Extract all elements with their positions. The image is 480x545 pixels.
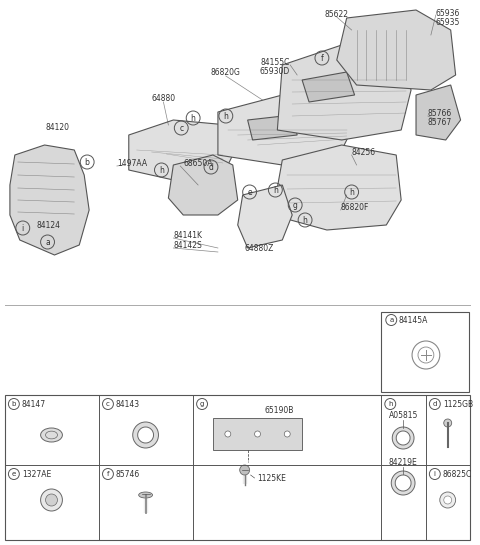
- Polygon shape: [238, 185, 292, 248]
- Text: 65930D: 65930D: [260, 66, 290, 76]
- Circle shape: [444, 419, 452, 427]
- Text: 65190B: 65190B: [264, 406, 294, 415]
- Text: 86820F: 86820F: [341, 203, 369, 211]
- Text: b: b: [85, 158, 90, 167]
- Ellipse shape: [139, 492, 153, 498]
- Circle shape: [284, 431, 290, 437]
- Text: g: g: [293, 201, 298, 209]
- Text: 84142S: 84142S: [173, 240, 202, 250]
- Text: 1497AA: 1497AA: [117, 159, 147, 167]
- Text: f: f: [107, 471, 109, 477]
- Text: 84155C: 84155C: [261, 58, 290, 66]
- Text: g: g: [200, 401, 204, 407]
- Text: f: f: [321, 53, 324, 63]
- Text: e: e: [247, 187, 252, 197]
- Text: 84256: 84256: [352, 148, 376, 156]
- Text: h: h: [303, 215, 308, 225]
- Polygon shape: [218, 95, 352, 165]
- Text: b: b: [12, 401, 16, 407]
- Polygon shape: [129, 120, 233, 180]
- Polygon shape: [10, 145, 89, 255]
- Circle shape: [41, 489, 62, 511]
- Text: A05815: A05815: [388, 410, 418, 420]
- Text: 86825C: 86825C: [443, 469, 472, 479]
- Circle shape: [46, 494, 58, 506]
- Text: 85622: 85622: [325, 9, 349, 19]
- Text: h: h: [273, 185, 278, 195]
- Text: 64880: 64880: [151, 94, 176, 102]
- Circle shape: [240, 465, 250, 475]
- Text: 1125GB: 1125GB: [443, 399, 473, 409]
- Text: h: h: [349, 187, 354, 197]
- Text: 68650A: 68650A: [183, 159, 213, 167]
- Text: 84147: 84147: [22, 399, 46, 409]
- Text: c: c: [179, 124, 183, 132]
- Ellipse shape: [41, 428, 62, 442]
- Text: a: a: [389, 317, 394, 323]
- Circle shape: [444, 496, 452, 504]
- Polygon shape: [416, 85, 461, 140]
- Bar: [5, 395, 470, 540]
- Text: 84145A: 84145A: [398, 316, 428, 324]
- Text: e: e: [12, 471, 16, 477]
- Text: a: a: [45, 238, 50, 246]
- Text: i: i: [22, 223, 24, 233]
- Text: h: h: [159, 166, 164, 174]
- Text: 84120: 84120: [46, 123, 70, 131]
- Text: 84219E: 84219E: [389, 457, 418, 467]
- Text: i: i: [434, 471, 436, 477]
- Polygon shape: [302, 72, 355, 102]
- Circle shape: [225, 431, 231, 437]
- Polygon shape: [272, 145, 401, 230]
- Text: 65936: 65936: [436, 9, 460, 17]
- Polygon shape: [277, 45, 411, 140]
- Circle shape: [440, 492, 456, 508]
- Text: 64880Z: 64880Z: [245, 244, 274, 252]
- Text: h: h: [223, 112, 228, 120]
- Text: 85766: 85766: [428, 108, 452, 118]
- Text: 84141K: 84141K: [173, 231, 203, 239]
- Text: 84143: 84143: [116, 399, 140, 409]
- Text: 85767: 85767: [428, 118, 452, 126]
- Text: d: d: [432, 401, 437, 407]
- Text: d: d: [208, 162, 214, 172]
- Text: c: c: [106, 401, 110, 407]
- Text: 65935: 65935: [436, 17, 460, 27]
- Text: 1125KE: 1125KE: [258, 474, 287, 482]
- Text: 84124: 84124: [36, 221, 60, 229]
- Polygon shape: [168, 155, 238, 215]
- Polygon shape: [248, 115, 297, 140]
- Bar: [213, 418, 302, 450]
- Polygon shape: [337, 10, 456, 90]
- Text: 1327AE: 1327AE: [22, 469, 51, 479]
- Text: h: h: [191, 113, 195, 123]
- FancyBboxPatch shape: [381, 312, 468, 392]
- Text: 85746: 85746: [116, 469, 140, 479]
- Text: h: h: [388, 401, 393, 407]
- Circle shape: [254, 431, 261, 437]
- Text: 86820G: 86820G: [211, 68, 241, 76]
